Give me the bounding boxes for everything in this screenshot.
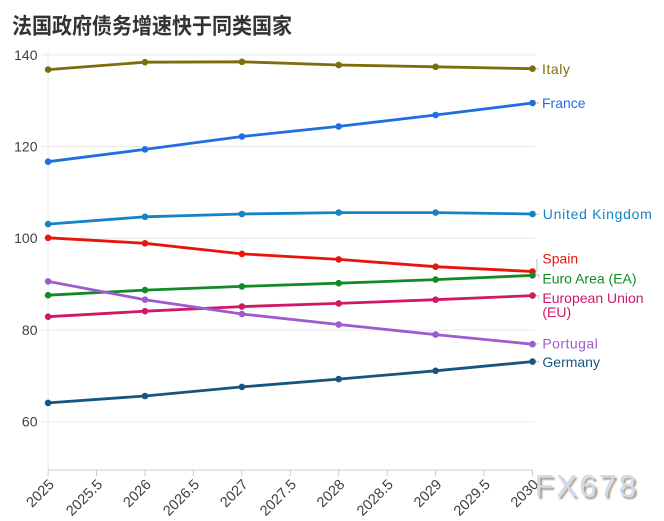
svg-text:Italy: Italy xyxy=(542,61,570,77)
svg-text:100: 100 xyxy=(14,230,38,246)
svg-text:Portugal: Portugal xyxy=(542,336,598,352)
svg-text:80: 80 xyxy=(22,322,38,338)
svg-text:United Kingdom: United Kingdom xyxy=(543,206,653,222)
svg-text:France: France xyxy=(542,95,586,111)
svg-text:European Union: European Union xyxy=(542,290,643,306)
svg-text:(EU): (EU) xyxy=(542,304,571,320)
svg-text:FX678: FX678 xyxy=(535,468,639,504)
svg-text:Spain: Spain xyxy=(542,251,578,267)
svg-text:120: 120 xyxy=(14,139,38,155)
svg-text:Euro Area (EA): Euro Area (EA) xyxy=(542,270,636,286)
svg-text:140: 140 xyxy=(14,47,38,63)
svg-text:Germany: Germany xyxy=(542,354,600,370)
svg-text:60: 60 xyxy=(22,414,38,430)
